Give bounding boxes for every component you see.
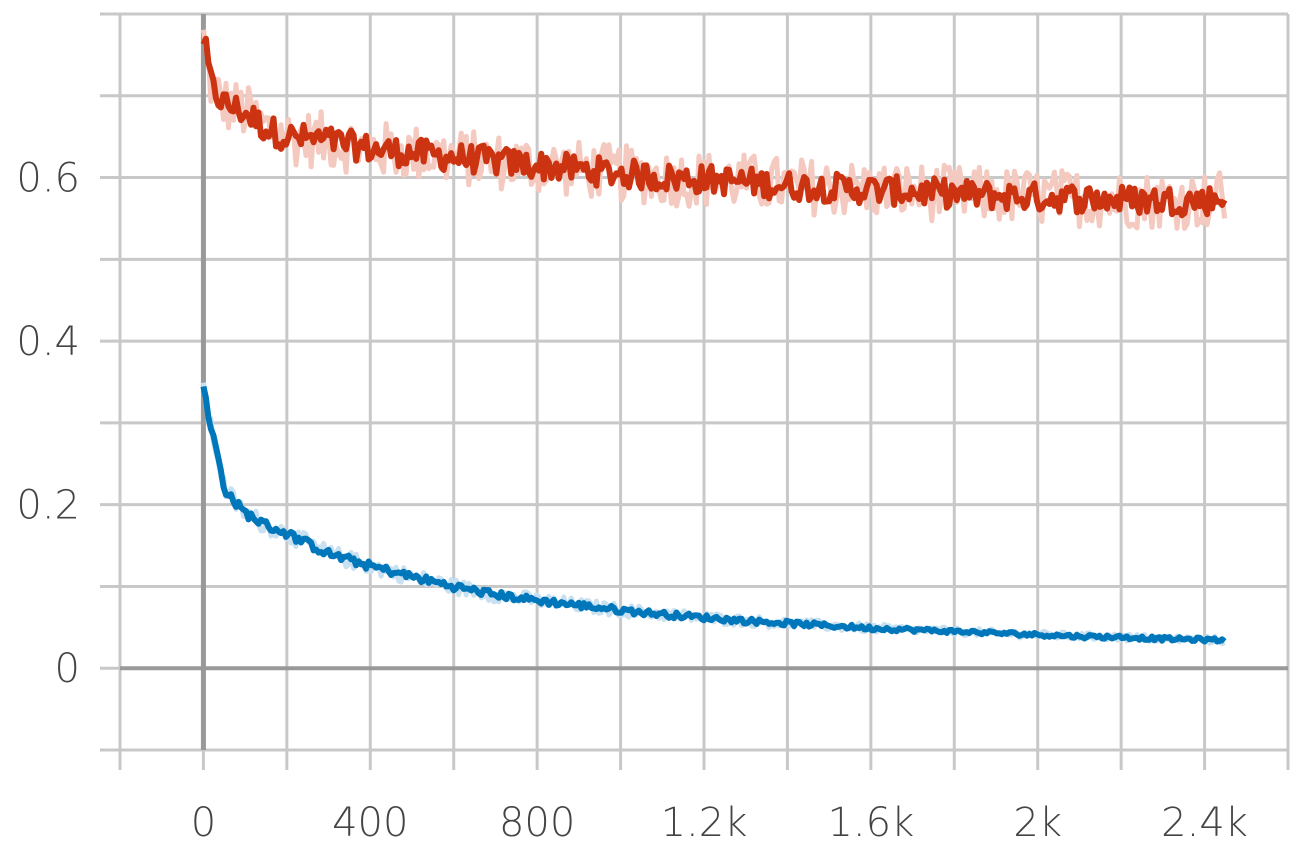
- x-tick-label: 2k: [1013, 800, 1062, 846]
- tick-labels: 0 400 800 1.2k 1.6k 2k 2.4k 0 0.2 0.4 0.6: [16, 156, 1248, 846]
- series-0-raw-line: [200, 29, 1228, 231]
- x-tick-label: 400: [332, 800, 408, 846]
- x-tick-label: 1.2k: [661, 800, 748, 846]
- y-tick-label: 0.2: [16, 483, 80, 529]
- axes: [120, 14, 1288, 750]
- x-tick-label: 0: [191, 800, 216, 846]
- x-tick-label: 800: [499, 800, 575, 846]
- series-0-smoothed-line: [200, 35, 1228, 219]
- y-tick-label: 0: [55, 646, 80, 692]
- y-tick-label: 0.4: [16, 319, 80, 365]
- x-tick-label: 2.4k: [1161, 800, 1248, 846]
- series-1-smoothed-line: [200, 385, 1227, 645]
- series-group: [200, 29, 1228, 647]
- x-tick-label: 1.6k: [827, 800, 914, 846]
- y-tick-label: 0.6: [16, 156, 80, 202]
